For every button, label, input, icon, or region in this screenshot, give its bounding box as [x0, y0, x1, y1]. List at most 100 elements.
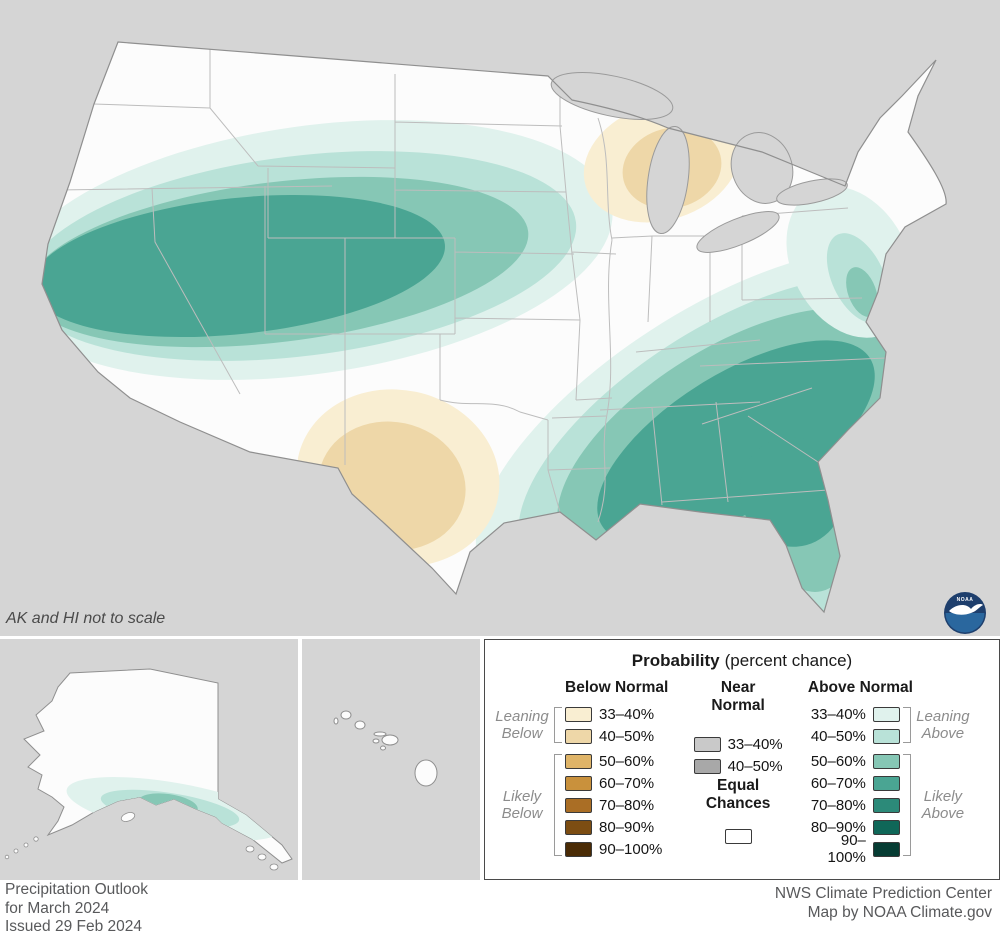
lake-erie — [696, 211, 780, 253]
legend-row — [724, 825, 752, 847]
below-50-60-label: 50–60% — [599, 752, 655, 770]
legend-row: 60–70% — [565, 772, 662, 794]
lake-ontario — [776, 178, 848, 206]
lake-superior — [550, 72, 674, 120]
alaska-inset-panel — [0, 639, 298, 880]
legend-row: 40–50% — [565, 725, 654, 747]
panhandle-island — [269, 863, 279, 871]
likely-above-bracket — [902, 754, 911, 856]
aleutian-island — [33, 836, 39, 842]
oahu-island — [354, 720, 366, 730]
above-90-100-swatch — [872, 841, 900, 857]
above-70-80-label: 70–80% — [810, 796, 866, 814]
legend-panel: Probability (percent chance) Below Normal… — [484, 639, 1000, 880]
above-50-60-label: 50–60% — [810, 752, 866, 770]
panhandle-island — [257, 853, 267, 861]
leaning-above-label: Leaning Above — [916, 708, 970, 742]
legend-row: 70–80% — [808, 794, 900, 816]
kahoolawe-island — [380, 745, 386, 751]
below-90-100-swatch — [565, 841, 592, 857]
below-80-90-label: 80–90% — [599, 818, 655, 836]
above-80-90-label: 80–90% — [810, 818, 866, 836]
leaning-below-label: Leaning Below — [495, 708, 549, 742]
hawaii-inset-panel — [302, 639, 480, 880]
molokai-island — [373, 731, 387, 737]
footer-title-block: Precipitation Outlook for March 2024 Iss… — [5, 881, 148, 937]
leaning-below-bracket — [554, 707, 562, 743]
niihau-island — [333, 717, 339, 725]
kodiak-island — [120, 812, 136, 822]
legend-row: 50–60% — [808, 750, 900, 772]
below-50-60-swatch — [565, 753, 592, 769]
below-normal-header: Below Normal — [565, 679, 669, 696]
legend-title: Probability (percent chance) — [485, 651, 999, 671]
legend-near-column: Near Normal 33–40% 40–50% Equal Chances — [678, 679, 798, 863]
likely-above-label: Likely Above — [921, 788, 965, 822]
above-60-70-band-west — [42, 194, 445, 338]
above-33-40-label: 33–40% — [810, 705, 866, 723]
aleutian-island — [4, 854, 10, 860]
legend-body: Below Normal Leaning Below 33–40% 40–50% — [485, 671, 999, 867]
panhandle-island — [245, 845, 255, 853]
footer-title-line: Precipitation Outlook — [5, 881, 149, 898]
below-40-50-swatch — [565, 728, 592, 744]
likely-above-group: 50–60% 60–70% 70–80% — [808, 750, 985, 867]
legend-below-column: Below Normal Leaning Below 33–40% 40–50% — [493, 679, 668, 863]
below-80-90-swatch — [565, 819, 592, 835]
conus-map — [0, 0, 1000, 637]
near-normal-header: Near Normal — [711, 679, 765, 714]
legend-row: 33–40% — [693, 733, 783, 755]
leaning-above-bracket — [902, 707, 911, 743]
above-40-50-label: 40–50% — [810, 727, 866, 745]
above-50-60-swatch — [872, 753, 900, 769]
legend-above-column: Above Normal 33–40% 40–50% — [808, 679, 985, 867]
above-33-40-swatch — [872, 706, 900, 722]
legend-row: 60–70% — [808, 772, 900, 794]
noaa-logo-bottom — [945, 613, 985, 633]
state-boundaries — [57, 42, 887, 523]
below-70-80-label: 70–80% — [599, 796, 655, 814]
legend-row: 33–40% — [565, 703, 654, 725]
footer-credit-block: NWS Climate Prediction Center Map by NOA… — [775, 884, 992, 922]
scale-note: AK and HI not to scale — [6, 610, 166, 627]
legend-row: 40–50% — [808, 725, 900, 747]
leaning-below-group: Leaning Below 33–40% 40–50% — [493, 703, 668, 747]
legend-row: 40–50% — [693, 755, 783, 777]
below-40-50-label: 40–50% — [599, 727, 655, 745]
legend-row: 70–80% — [565, 794, 662, 816]
kauai-island — [340, 710, 352, 720]
alaska-islands — [4, 812, 279, 871]
above-60-70-band-southeast — [597, 340, 875, 544]
footer-period-line: for March 2024 — [5, 899, 110, 917]
above-90-100-label: 90–100% — [827, 832, 866, 866]
us-outline — [41, 41, 947, 614]
leaning-above-group: 33–40% 40–50% Leaning Above — [808, 703, 985, 747]
aleutian-island — [23, 842, 29, 848]
above-70-80-swatch — [872, 797, 900, 813]
equal-chances-header: Equal Chances — [705, 777, 771, 812]
legend-row: 33–40% — [808, 703, 900, 725]
big-island — [414, 759, 438, 787]
near-33-40-swatch — [693, 736, 721, 752]
below-60-70-label: 60–70% — [599, 774, 655, 792]
legend-title-suffix: (percent chance) — [724, 651, 853, 670]
conus-map-area: AK and HI not to scale NOAA — [0, 0, 1000, 637]
above-60-70-swatch — [872, 775, 900, 791]
noaa-bird-icon — [949, 604, 983, 615]
lanai-island — [372, 738, 380, 744]
noaa-logo-text: NOAA — [957, 597, 974, 603]
below-33-40-swatch — [565, 706, 592, 722]
legend-row: 50–60% — [565, 750, 662, 772]
noaa-logo: NOAA — [944, 592, 986, 634]
legend-row: 80–90% — [808, 816, 900, 838]
bottom-strip: Probability (percent chance) Below Normal… — [0, 636, 1000, 880]
near-40-50-swatch — [693, 758, 721, 774]
hawaii-background — [302, 639, 480, 880]
legend-row: 80–90% — [565, 816, 662, 838]
above-80-90-swatch — [872, 819, 900, 835]
legend-row: 90–100% — [808, 832, 900, 866]
hawaii-inset-map — [302, 639, 480, 880]
likely-below-bracket — [554, 754, 562, 856]
below-60-70-swatch — [565, 775, 592, 791]
